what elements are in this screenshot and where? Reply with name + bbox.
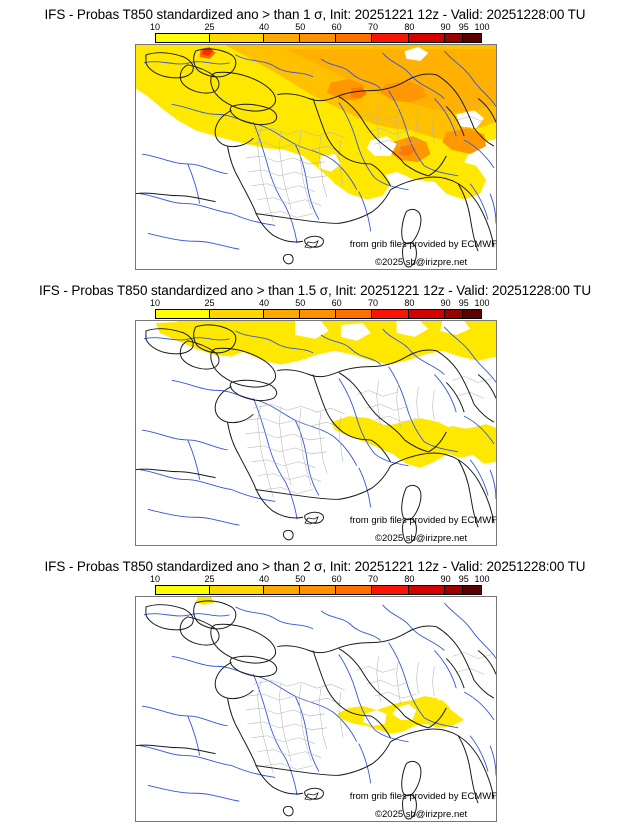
colorbar: 10 25 40 50 60 70 80 90 95 100 — [150, 298, 490, 319]
boat-icon — [304, 240, 319, 249]
colorbar-tick: 10 — [149, 574, 161, 584]
colorbar-tick: 70 — [367, 298, 379, 308]
ecmwf-credit: from grib files provided by ECMWF — [349, 515, 497, 526]
map-canvas[interactable] — [135, 320, 497, 546]
colorbar-segment — [408, 310, 445, 318]
colorbar-segment — [372, 310, 409, 318]
colorbar-segment — [209, 310, 264, 318]
colorbar-tick: 40 — [258, 22, 269, 32]
colorbar-tick: 90 — [440, 574, 451, 584]
colorbar-tick: 90 — [440, 298, 451, 308]
boat-icon — [304, 792, 319, 801]
copyright-credit: ©2025 sb@irizpre.net — [375, 533, 468, 544]
boat-icon — [304, 516, 319, 525]
colorbar-tick: 25 — [204, 22, 215, 32]
ecmwf-credit: from grib files provided by ECMWF — [349, 791, 497, 802]
page-title: IFS - Probas T850 standardized ano > tha… — [44, 7, 586, 22]
colorbar-segment — [209, 34, 264, 42]
colorbar-segment — [463, 586, 482, 594]
colorbar-tick: 95 — [458, 22, 469, 32]
colorbar-segment — [263, 586, 300, 594]
colorbar-segment — [336, 34, 373, 42]
colorbar-segment — [263, 310, 300, 318]
colorbar-tick: 80 — [404, 298, 415, 308]
colorbar-gradient — [155, 585, 482, 595]
colorbar-segment — [372, 34, 409, 42]
colorbar-segment — [156, 310, 210, 318]
colorbar-segment — [299, 34, 337, 42]
colorbar-segment — [336, 586, 373, 594]
colorbar-tick: 100 — [474, 22, 490, 32]
colorbar-segment — [444, 310, 464, 318]
colorbar-tick: 90 — [440, 22, 451, 32]
colorbar-tick: 50 — [295, 22, 306, 32]
colorbar-tick: 95 — [458, 298, 469, 308]
page-title: IFS - Probas T850 standardized ano > tha… — [39, 283, 591, 298]
colorbar-tick: 70 — [367, 22, 379, 32]
forecast-panel: IFS - Probas T850 standardized ano > tha… — [0, 276, 630, 552]
colorbar-tick: 25 — [204, 574, 215, 584]
colorbar-tick: 80 — [404, 574, 415, 584]
forecast-panel: IFS - Probas T850 standardized ano > tha… — [0, 0, 630, 276]
map-canvas[interactable] — [135, 44, 497, 270]
colorbar-segment — [444, 586, 464, 594]
colorbar-segment — [209, 586, 264, 594]
forecast-panel: IFS - Probas T850 standardized ano > tha… — [0, 552, 630, 828]
colorbar-segment — [263, 34, 300, 42]
colorbar-segment — [299, 586, 337, 594]
colorbar-tick: 80 — [404, 22, 415, 32]
colorbar-segment — [408, 586, 445, 594]
colorbar-tick-labels: 10 25 40 50 60 70 80 90 95 100 — [150, 298, 490, 309]
page-title: IFS - Probas T850 standardized ano > tha… — [44, 559, 586, 574]
colorbar-segment — [408, 34, 445, 42]
colorbar-tick: 10 — [149, 298, 161, 308]
copyright-credit: ©2025 sb@irizpre.net — [375, 257, 468, 268]
colorbar-tick: 50 — [295, 298, 306, 308]
colorbar-segment — [156, 34, 210, 42]
colorbar-segment — [372, 586, 409, 594]
copyright-credit: ©2025 sb@irizpre.net — [375, 809, 468, 820]
colorbar-segment — [156, 586, 210, 594]
colorbar-segment — [463, 310, 482, 318]
colorbar-gradient — [155, 309, 482, 319]
colorbar-tick: 95 — [458, 574, 469, 584]
map-canvas[interactable] — [135, 596, 497, 822]
colorbar-tick: 100 — [474, 298, 490, 308]
colorbar-tick: 10 — [149, 22, 161, 32]
colorbar-tick: 40 — [258, 298, 269, 308]
colorbar-tick: 70 — [367, 574, 379, 584]
colorbar-tick: 60 — [331, 298, 342, 308]
colorbar-tick: 60 — [331, 22, 342, 32]
colorbar-tick: 25 — [204, 298, 215, 308]
colorbar: 10 25 40 50 60 70 80 90 95 100 — [150, 22, 490, 43]
ecmwf-credit: from grib files provided by ECMWF — [349, 239, 497, 250]
colorbar-segment — [299, 310, 337, 318]
colorbar: 10 25 40 50 60 70 80 90 95 100 — [150, 574, 490, 595]
colorbar-segment — [463, 34, 482, 42]
colorbar-tick: 60 — [331, 574, 342, 584]
colorbar-tick: 50 — [295, 574, 306, 584]
colorbar-segment — [444, 34, 464, 42]
colorbar-gradient — [155, 33, 482, 43]
colorbar-tick-labels: 10 25 40 50 60 70 80 90 95 100 — [150, 574, 490, 585]
colorbar-tick: 40 — [258, 574, 269, 584]
colorbar-tick: 100 — [474, 574, 490, 584]
colorbar-segment — [336, 310, 373, 318]
colorbar-tick-labels: 10 25 40 50 60 70 80 90 95 100 — [150, 22, 490, 33]
